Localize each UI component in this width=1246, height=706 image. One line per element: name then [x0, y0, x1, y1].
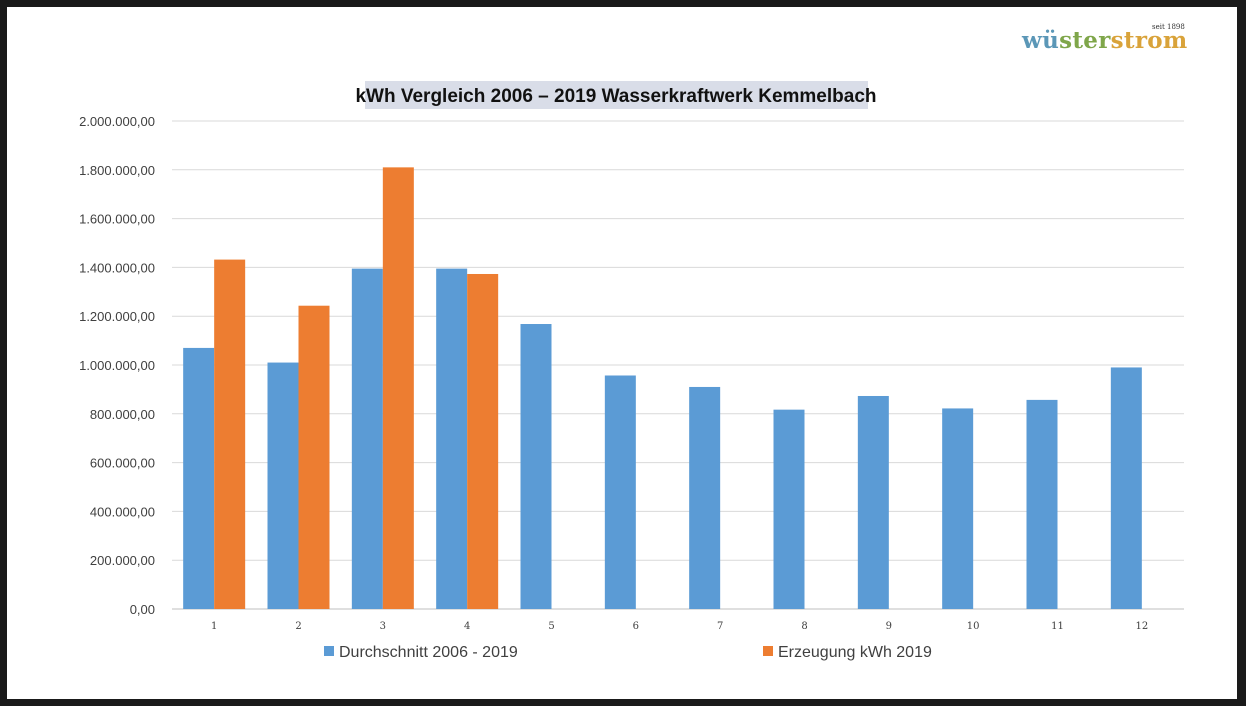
chart-title: kWh Vergleich 2006 – 2019 Wasserkraftwer…	[355, 86, 876, 107]
x-tick-label: 9	[886, 621, 892, 632]
y-axis-tick-labels: 0,00 200.000,00 400.000,00 600.000,00 800.00…	[79, 114, 155, 617]
bar-durchschnitt	[267, 362, 299, 609]
logo-part-1: wü	[1022, 27, 1060, 54]
bar-durchschnitt	[773, 409, 805, 609]
y-tick-label: 1.400.000,00	[79, 260, 155, 275]
y-tick-label: 600.000,00	[90, 456, 155, 471]
x-tick-label: 5	[548, 621, 554, 632]
y-tick-label: 0,00	[130, 602, 155, 617]
bar-durchschnitt	[857, 395, 889, 609]
y-tick-label: 400.000,00	[90, 504, 155, 519]
y-tick-label: 1.600.000,00	[79, 212, 155, 227]
y-tick-label: 2.000.000,00	[79, 114, 155, 129]
bar-erzeugung	[467, 273, 499, 609]
logo-part-2: ster	[1059, 27, 1111, 54]
x-tick-label: 12	[1135, 621, 1148, 632]
legend-label: Durchschnitt 2006 - 2019	[339, 644, 518, 661]
bar-erzeugung	[298, 305, 330, 609]
bar-durchschnitt	[351, 268, 383, 609]
x-tick-label: 11	[1051, 621, 1064, 632]
legend-swatch	[763, 646, 773, 656]
bar-durchschnitt	[1026, 399, 1058, 609]
x-tick-label: 4	[464, 621, 470, 632]
bar-erzeugung	[382, 167, 414, 610]
x-tick-label: 6	[633, 621, 639, 632]
x-tick-label: 10	[967, 621, 980, 632]
legend-label: Erzeugung kWh 2019	[778, 644, 932, 661]
x-tick-label: 2	[295, 621, 301, 632]
x-tick-label: 1	[211, 621, 217, 632]
bar-durchschnitt	[520, 324, 552, 609]
wuesterstrom-logo: wüsterstrom	[1022, 27, 1188, 54]
x-axis-tick-labels: 1 2 3 4 5 6 7 8 9 10 11 12	[211, 621, 1148, 632]
legend: Durchschnitt 2006 - 2019 Erzeugung kWh 20…	[324, 644, 932, 661]
bar-durchschnitt	[183, 347, 215, 609]
bars	[183, 167, 1142, 610]
bar-erzeugung	[214, 259, 246, 609]
gridlines	[172, 120, 1184, 610]
y-tick-label: 1.000.000,00	[79, 358, 155, 373]
logo-part-3: strom	[1110, 27, 1188, 54]
y-tick-label: 1.200.000,00	[79, 309, 155, 324]
bar-durchschnitt	[436, 268, 468, 609]
y-tick-label: 800.000,00	[90, 407, 155, 422]
bar-durchschnitt	[604, 375, 636, 609]
x-tick-label: 3	[380, 621, 386, 632]
bar-durchschnitt	[942, 408, 974, 609]
x-tick-label: 8	[801, 621, 807, 632]
x-tick-label: 7	[717, 621, 723, 632]
logo-tagline: seit 1898	[1152, 23, 1185, 31]
legend-swatch	[324, 646, 334, 656]
chart-title-background	[365, 81, 868, 109]
bar-durchschnitt	[689, 386, 721, 609]
bar-durchschnitt	[1110, 367, 1142, 609]
y-tick-label: 200.000,00	[90, 553, 155, 568]
y-tick-label: 1.800.000,00	[79, 163, 155, 178]
